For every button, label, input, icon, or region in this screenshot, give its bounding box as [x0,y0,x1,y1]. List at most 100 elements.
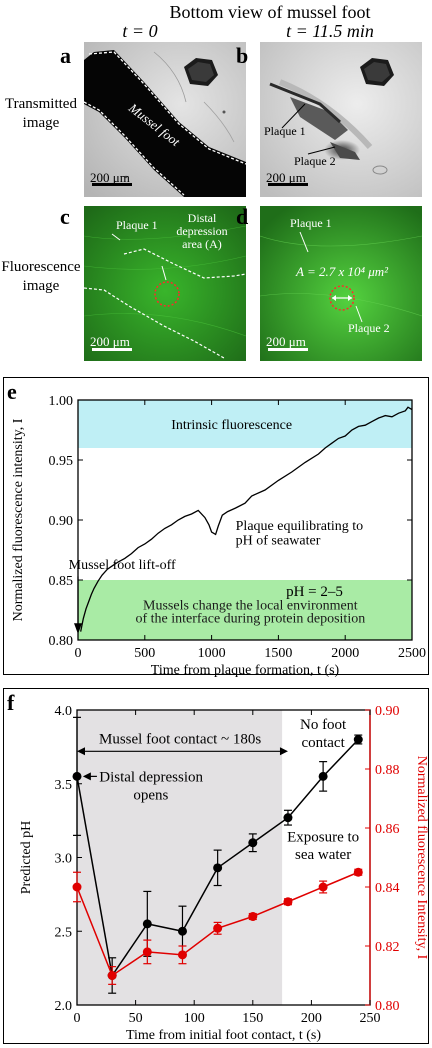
band-label-mussels-1: Mussels change the local environment [143,598,358,613]
micrograph-c-image [84,206,246,361]
data-point-f-0 [353,735,363,744]
x-tick-label-e: 1500 [264,646,292,661]
data-point-f-0 [283,813,293,823]
band-0 [78,400,412,448]
data-point-f-1 [107,971,117,980]
time-label-t0: t = 0 [122,21,158,41]
annotation-plateau-1: Plaque equilibrating to [236,519,364,534]
data-point-f-1 [72,882,82,892]
x-tick-label-f: 50 [129,1011,143,1026]
panel-letter-e: e [7,379,17,404]
scale-label-b: 200 μm [266,170,306,185]
x-tick-label-e: 1000 [198,646,226,661]
x-tick-label-e: 500 [134,646,155,661]
y-tick-label-left-f: 4.0 [55,704,73,719]
x-axis-label-f: Time from initial foot contact, t (s) [126,1028,321,1043]
data-point-f-1 [142,947,152,957]
panel-letter-a: a [60,43,71,68]
annotation-distal-1: Distal depression [99,769,203,785]
micrograph-b: Plaque 1 Plaque 2 200 μm [260,42,422,197]
contact-arrow-head-right [279,747,288,756]
x-tick-label-f: 150 [242,1011,263,1026]
data-point-f-1 [318,882,328,892]
scale-label-a: 200 μm [90,170,130,185]
row-label-fluorescence-line2: image [22,278,60,294]
y-axis-label-e: Normalized fluorescence intensity, I [11,418,26,621]
shaded-contact-region [77,710,283,1005]
annotation-contact: Mussel foot contact ~ 180s [99,731,261,747]
label-plaque1-c: Plaque 1 [116,218,158,232]
x-tick-label-f: 0 [74,1011,81,1026]
row-label-transmitted-line1: Transmitted [5,96,77,112]
y-tick-label-left-f: 3.5 [55,778,73,793]
annotation-exposure-2: sea water [295,847,351,863]
x-tick-label-e: 0 [75,646,82,661]
micrograph-a-image [84,42,246,197]
band-1 [78,580,412,640]
y-tick-label-e: 0.90 [49,514,74,529]
annotation-no-contact-1: No foot [300,717,347,733]
micrograph-d-image [260,206,422,361]
y-tick-label-e: 0.85 [49,574,74,589]
data-point-f-1 [213,923,223,933]
y-tick-label-e: 1.00 [49,394,74,409]
y-tick-label-right-f: 0.90 [375,704,400,719]
annotation-no-contact-2: contact [301,735,345,751]
label-plaque2-d: Plaque 2 [348,321,390,335]
y-tick-label-left-f: 3.0 [55,852,73,867]
distal-line-1: Distal [187,211,217,225]
y-axis-label-right-f: Normalized fluorescence Intensity, I [414,756,429,960]
time-label-t1: t = 11.5 min [286,21,374,41]
y-tick-label-right-f: 0.82 [375,940,400,955]
label-distal-depression: Distal depression area (A) [162,212,242,251]
annotation-plateau-2: pH of seawater [236,534,321,549]
series-line-e [80,406,413,632]
data-point-f-0 [72,771,82,781]
distal-arrow-head [82,772,91,781]
data-point-f-0 [142,919,152,929]
scale-label-d: 200 μm [266,334,306,349]
y-tick-label-e: 0.95 [49,454,74,469]
panel-letter-c: c [60,204,70,229]
data-point-f-1 [283,897,293,907]
panel-letter-b: b [236,43,249,68]
label-area-value: A = 2.7 x 10⁴ μm² [296,264,389,279]
y-tick-label-right-f: 0.80 [375,999,400,1014]
label-plaque1-d: Plaque 1 [290,216,332,230]
data-point-f-0 [248,838,258,848]
label-plaque2-b: Plaque 2 [294,154,336,168]
y-tick-label-e: 0.80 [49,634,74,649]
annotation-liftoff: Mussel foot lift-off [69,558,176,573]
y-tick-label-left-f: 2.0 [55,999,73,1014]
micrograph-b-image [260,42,422,197]
distal-line-3: area (A) [182,237,222,251]
micrograph-c: Plaque 1 Distal depression area (A) 200 … [84,206,246,361]
y-axis-label-left-f: Predicted pH [19,821,34,894]
row-label-fluorescence: Fluorescence image [0,258,82,296]
annotation-distal-2: opens [133,787,168,803]
panel-e-frame [3,377,429,675]
scale-label-c: 200 μm [90,334,130,349]
band-label-ph: pH = 2–5 [286,584,343,600]
figure-title: Bottom view of mussel foot [169,2,371,22]
row-label-fluorescence-line1: Fluorescence [1,259,81,275]
data-point-f-1 [177,950,187,960]
x-tick-label-f: 100 [184,1011,205,1026]
y-tick-label-left-f: 2.5 [55,925,73,940]
label-plaque1-b: Plaque 1 [264,124,306,138]
band-label-intrinsic: Intrinsic fluorescence [171,418,292,433]
liftoff-arrow-head [74,623,82,634]
band-label-mussels-2: of the interface during protein depositi… [135,612,365,627]
data-point-f-0 [213,863,223,873]
micrograph-d: Plaque 1 A = 2.7 x 10⁴ μm² Plaque 2 200 … [260,206,422,361]
x-tick-label-f: 250 [360,1011,381,1026]
y-tick-label-right-f: 0.88 [375,763,400,778]
annotation-exposure-1: Exposure to [287,829,359,845]
row-label-transmitted: Transmitted image [0,95,82,133]
x-axis-label-e: Time from plaque formation, t (s) [151,663,340,678]
row-label-transmitted-line2: image [22,115,60,131]
data-point-f-0 [177,926,187,936]
y-tick-label-right-f: 0.84 [375,881,400,896]
x-tick-label-e: 2000 [331,646,359,661]
